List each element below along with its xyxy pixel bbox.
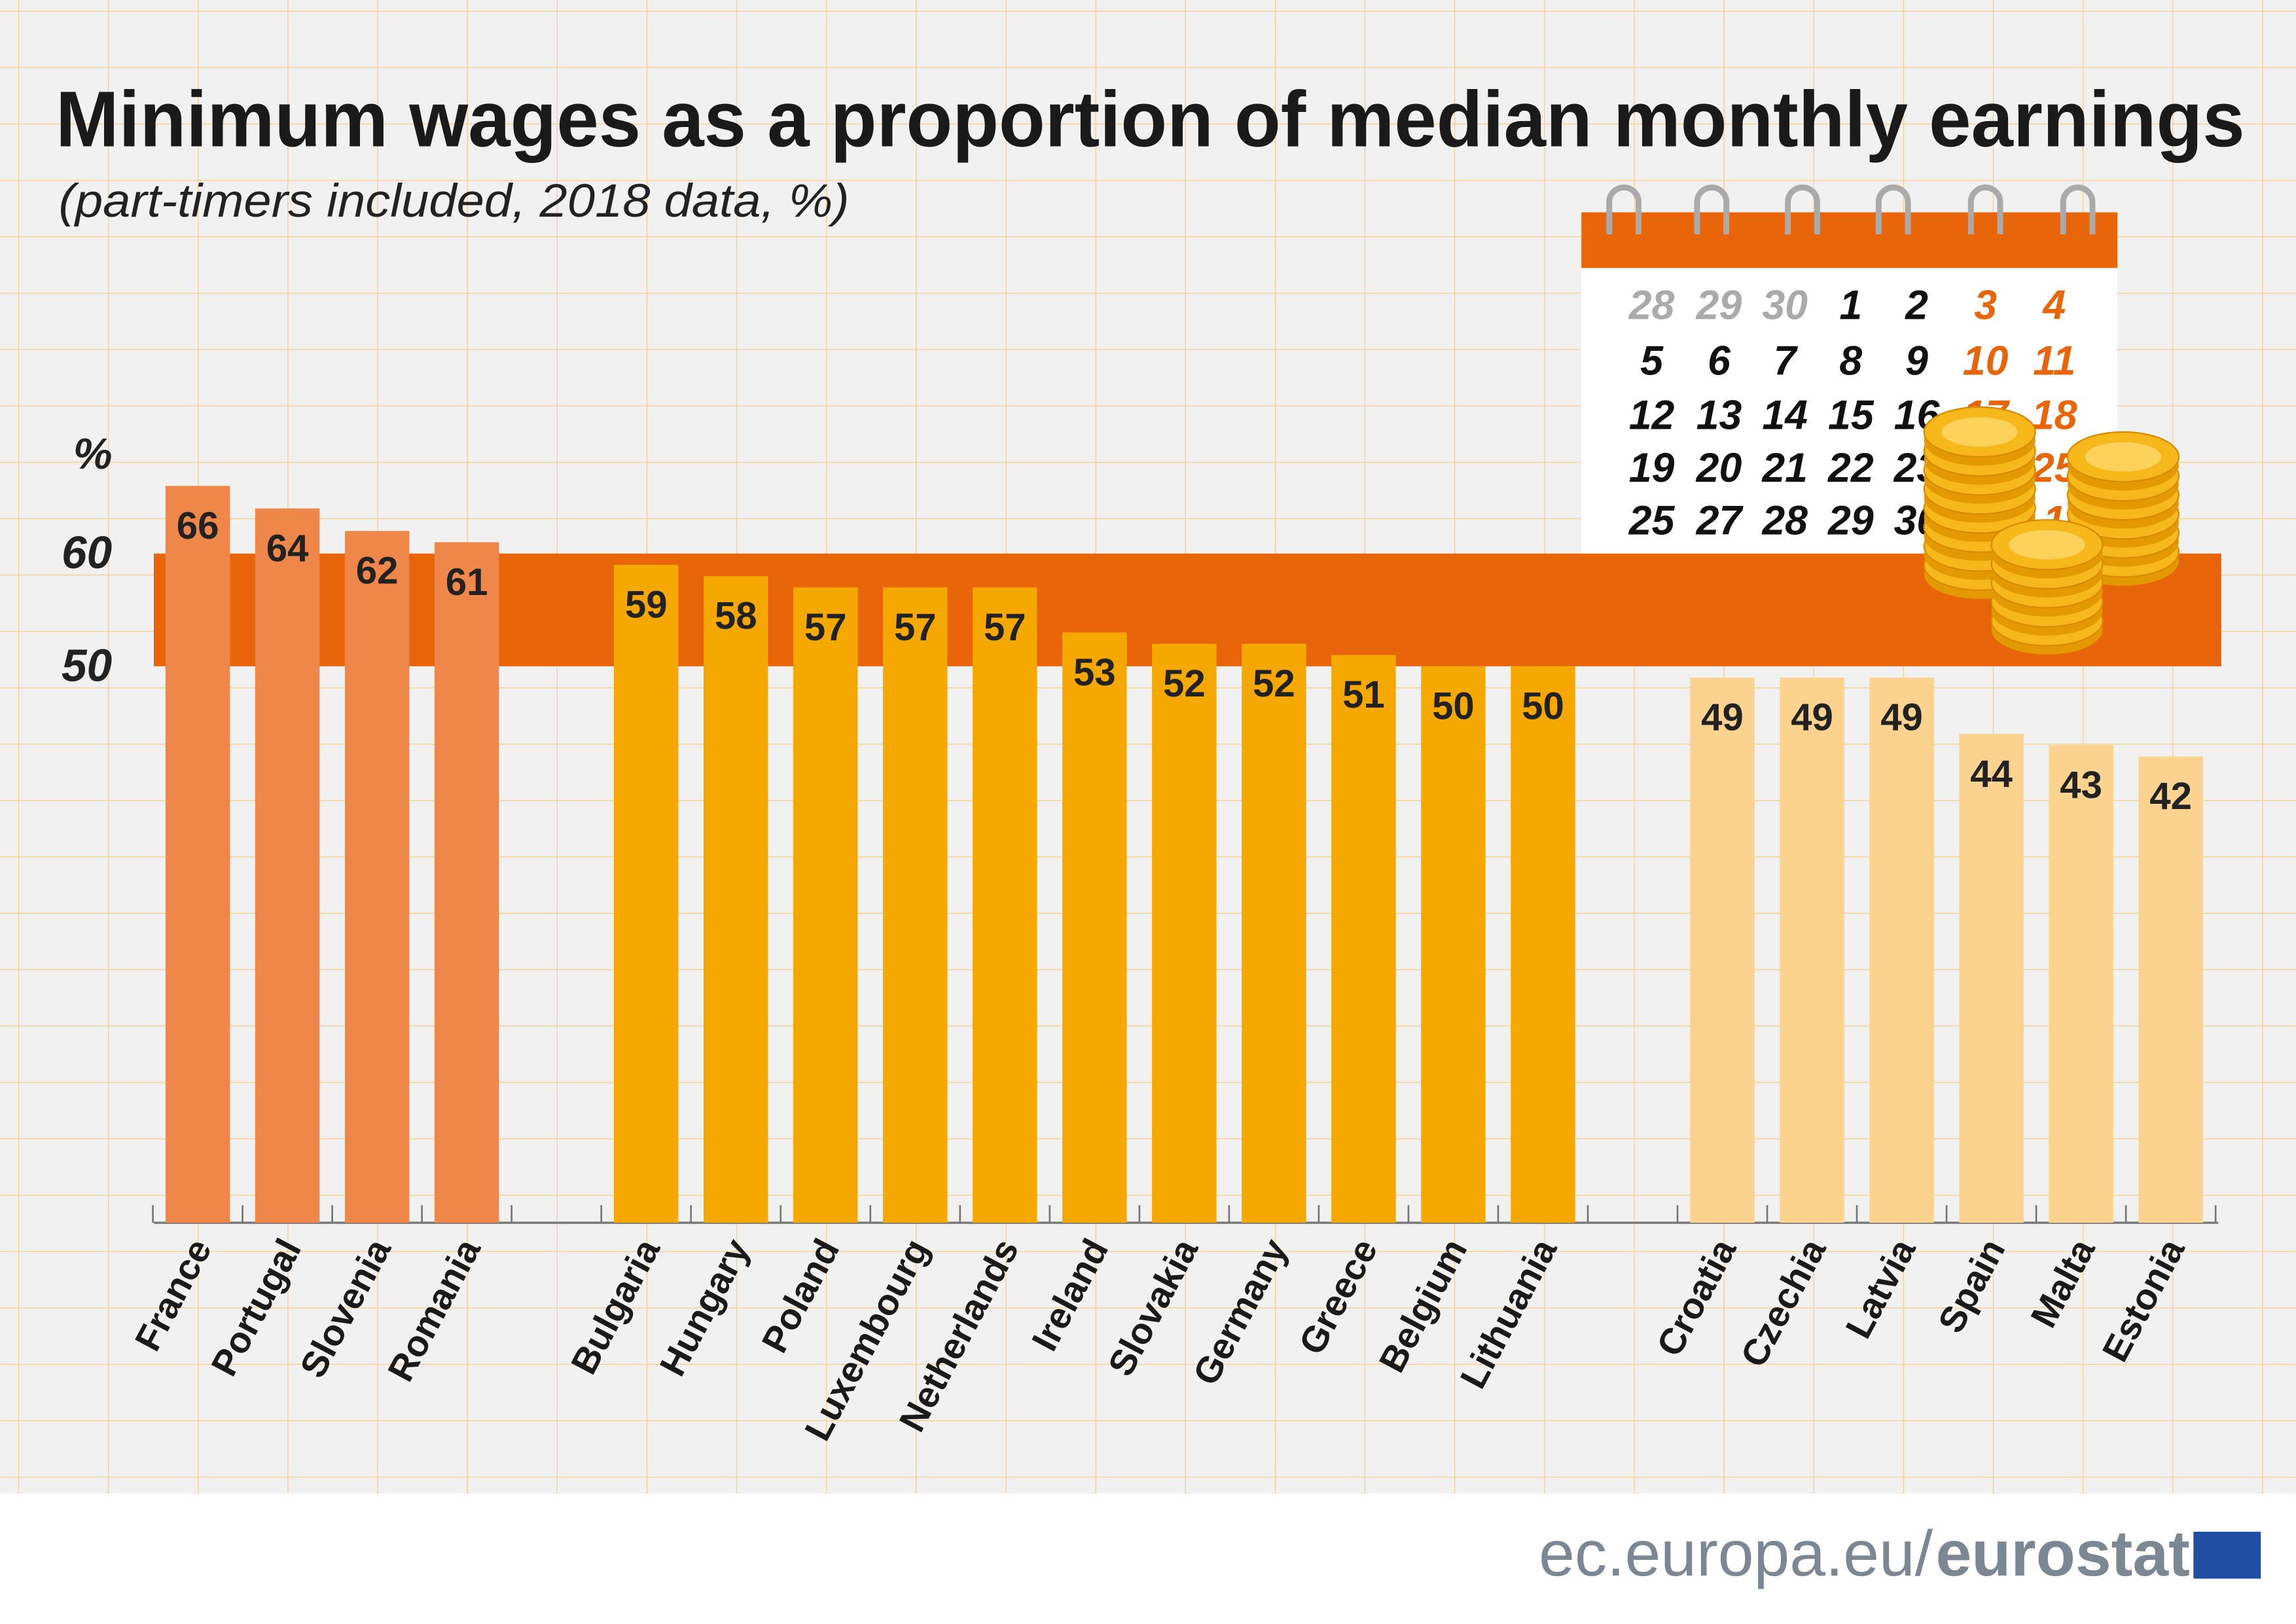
bar [1780,677,1844,1223]
bar [1869,677,1934,1223]
value-label: 57 [894,606,937,649]
calendar-ring [1606,184,1641,234]
calendar-day: 21 [1761,445,1808,491]
bar [1242,643,1306,1223]
value-label: 62 [356,550,399,592]
value-label: 58 [715,595,757,638]
bar [2138,756,2203,1223]
value-label: 49 [1701,696,1744,739]
calendar-day: 9 [1905,338,1928,384]
bar [1152,643,1217,1223]
bar [165,486,230,1223]
bar [1959,734,2024,1223]
bar [613,564,679,1223]
calendar-day: 20 [1696,445,1742,491]
calendar-day: 19 [1629,445,1675,491]
calendar-ring [2060,184,2096,234]
calendar-ring [1694,184,1730,234]
value-label: 51 [1342,674,1385,716]
calendar-ring [1875,184,1911,234]
y-tick-label: 60 [62,527,112,578]
calendar-ring [1785,184,1820,234]
footer-area [0,1493,2296,1624]
calendar-day: 7 [1774,338,1799,384]
y-axis-label: % [73,429,113,478]
coin-face [1941,417,2018,447]
calendar-day: 1 [1839,283,1862,329]
bar [973,587,1037,1223]
calendar-day: 11 [2033,338,2075,384]
calendar-day: 27 [1696,498,1744,544]
calendar-day: 6 [1708,338,1731,384]
calendar-day: 12 [1629,392,1675,438]
calendar-day: 3 [1974,283,1997,329]
value-label: 57 [984,606,1026,649]
calendar-day: 15 [1828,392,1874,438]
chart-title: Minimum wages as a proportion of median … [56,75,2245,164]
calendar-illustration: 2829301234567891011121314151617181920212… [1581,184,2117,569]
calendar-day: 29 [1696,283,1742,329]
bar [1511,666,1575,1223]
value-label: 53 [1073,651,1116,694]
bar [434,542,499,1223]
bar [883,587,948,1223]
calendar-day: 18 [2032,392,2077,438]
bar [1062,632,1127,1223]
coins-illustration [1923,406,2180,655]
calendar-day: 30 [1762,283,1808,329]
value-label: 61 [446,561,488,604]
bar [2049,745,2113,1223]
value-label: 49 [1791,696,1833,739]
calendar-day: 2 [1905,283,1928,329]
calendar-day: 22 [1827,445,1874,491]
value-label: 44 [1970,753,2013,795]
bar [1331,655,1396,1223]
bar [704,576,768,1223]
calendar-header [1581,212,2117,268]
calendar-day: 29 [1827,498,1874,544]
coin-face [2009,530,2085,560]
calendar-day: 5 [1640,338,1664,384]
bar [255,508,320,1223]
value-label: 66 [177,505,219,547]
bar [1690,677,1755,1223]
value-label: 50 [1522,685,1564,727]
value-label: 57 [804,606,847,649]
calendar-day: 8 [1839,338,1862,384]
value-label: 43 [2060,764,2102,806]
value-label: 52 [1163,662,1206,705]
calendar-day: 13 [1696,392,1742,438]
calendar-ring [1967,184,2003,234]
bar [793,587,858,1223]
calendar-day: 14 [1762,392,1808,438]
value-label: 49 [1880,696,1923,739]
value-label: 64 [266,527,309,569]
calendar-day: 4 [2041,283,2066,329]
footer-brand: eurostat [1936,1517,2190,1589]
calendar-day: 28 [1628,283,1675,329]
eu-flag [2193,1532,2261,1579]
y-tick-label: 50 [62,640,112,691]
chart-subtitle: (part-timers included, 2018 data, %) [59,175,850,227]
bar [1421,666,1486,1223]
bar [344,531,410,1223]
coin-face [2085,442,2162,472]
calendar-day: 28 [1761,498,1808,544]
footer-site: ec.europa.eu/ [1539,1517,1933,1589]
calendar-day: 10 [1963,338,2009,384]
value-label: 59 [625,583,668,626]
value-label: 52 [1253,662,1295,705]
value-label: 50 [1432,685,1475,727]
calendar-day: 25 [1628,498,1676,544]
value-label: 42 [2149,775,2192,818]
